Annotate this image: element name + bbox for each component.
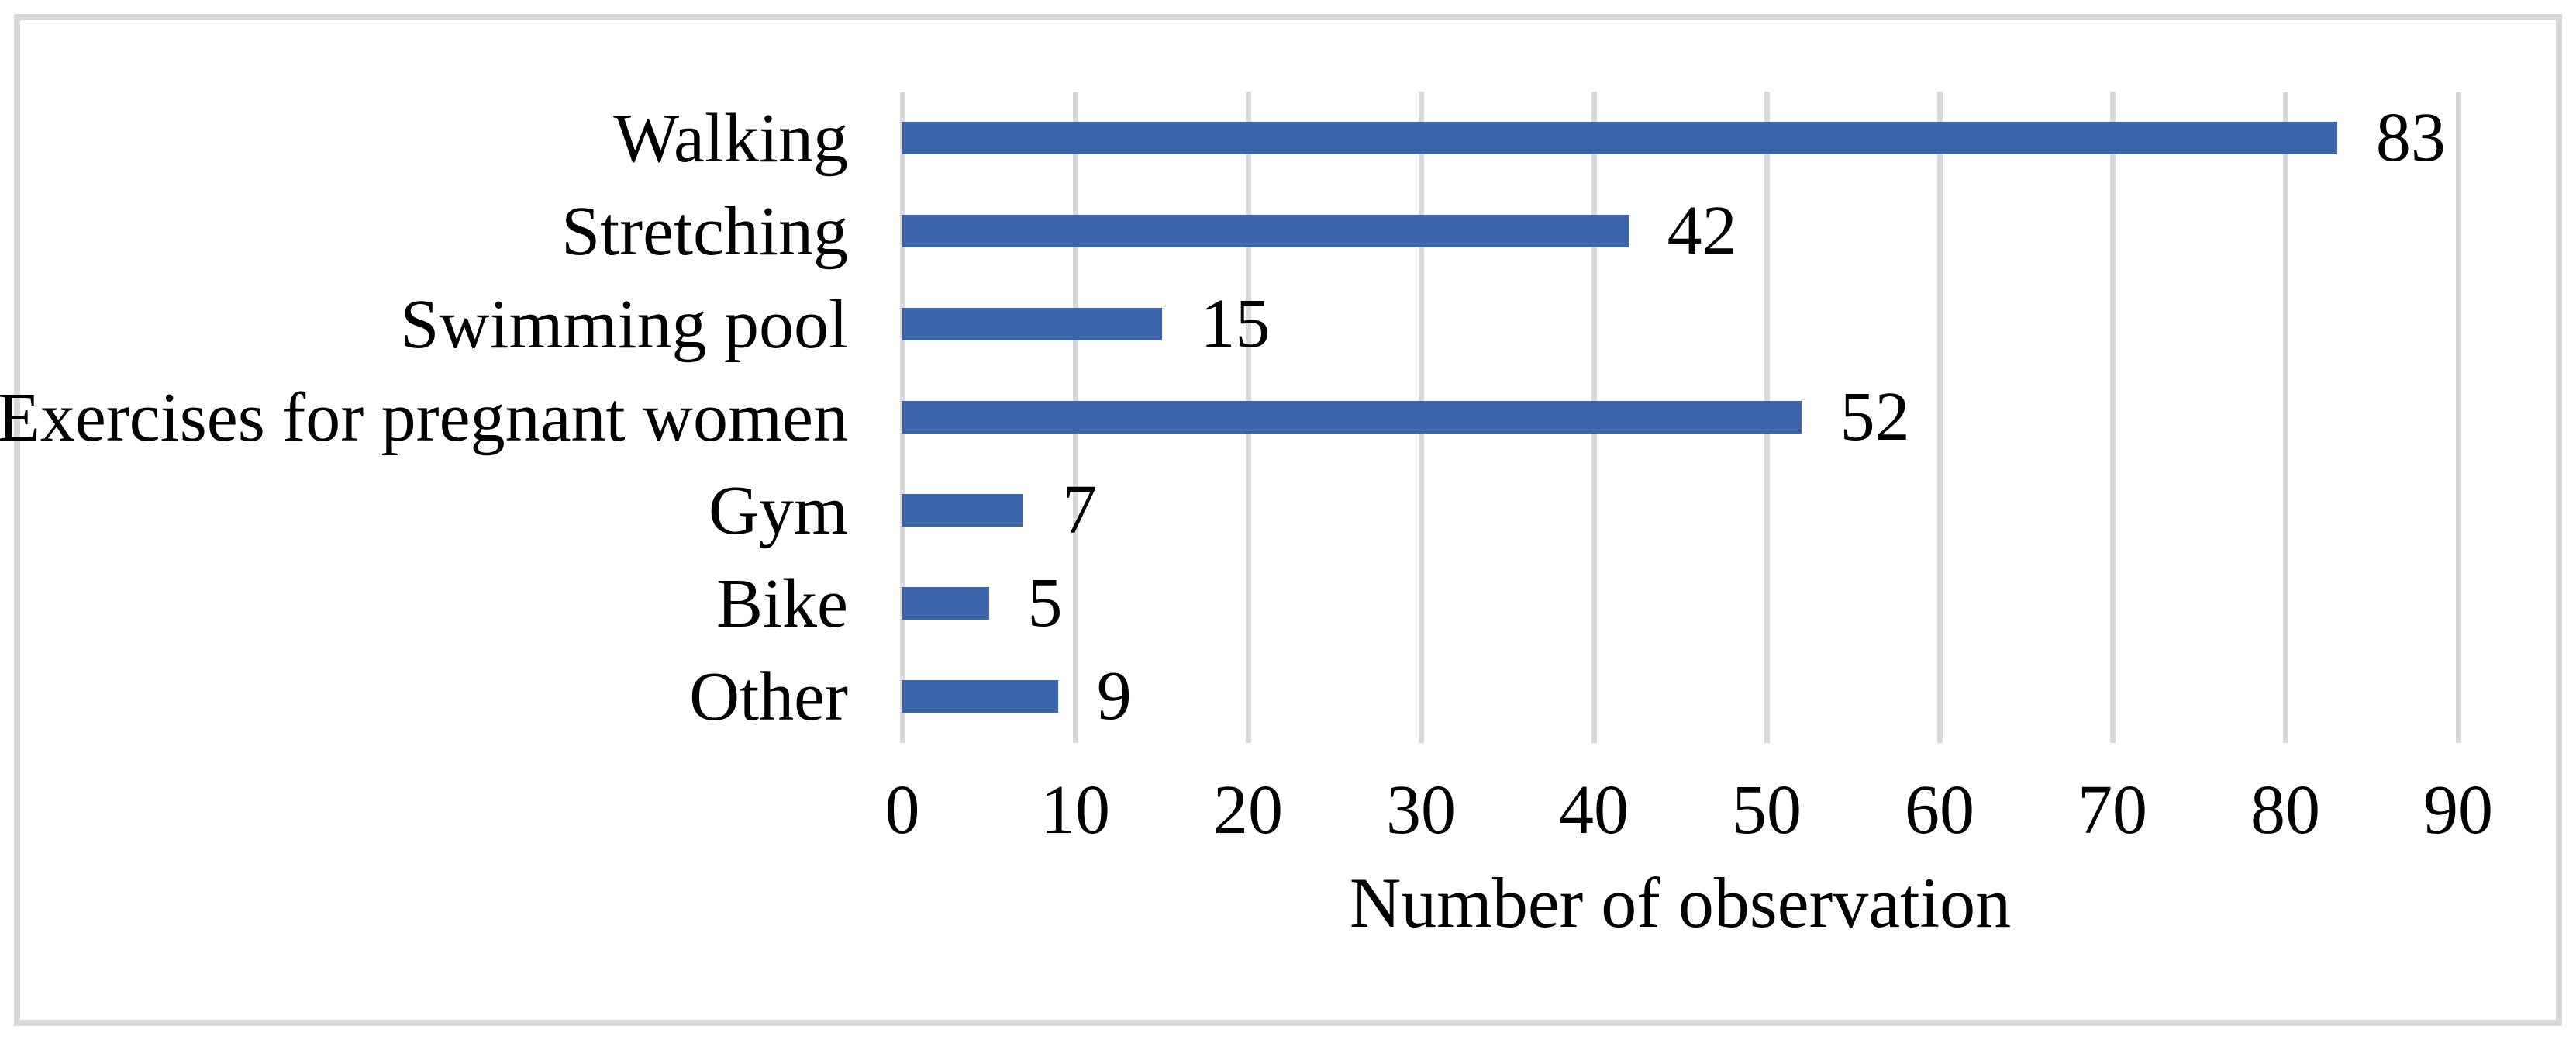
x-tick-label: 90 [2423,772,2493,848]
x-tick-label: 60 [1905,772,1974,848]
bar-walking [902,122,2337,154]
data-label: 42 [1667,192,1737,269]
data-label: 9 [1096,658,1132,734]
bar-row: 9 [902,650,2458,743]
category-label: Stretching [561,192,848,270]
bar-gym [902,494,1024,527]
category-label: Gym [709,472,848,549]
chart-frame-border [14,14,2562,1026]
x-tick-label: 10 [1040,772,1110,848]
gridline [2455,92,2461,743]
bar-stretching [902,215,1629,247]
x-tick-label: 70 [2078,772,2147,848]
data-label: 5 [1027,565,1063,641]
category-axis-labels: Walking Stretching Swimming pool Exercises … [0,92,848,743]
category-label: Bike [716,565,848,642]
bar-row: 7 [902,464,2458,557]
data-label: 52 [1840,378,1910,455]
category-label: Other [689,658,848,735]
category-label: Walking [613,99,848,177]
bar-row: 5 [902,557,2458,650]
bar-bike [902,587,989,620]
bar-row: 52 [902,371,2458,464]
bar-row: 15 [902,278,2458,371]
x-tick-label: 20 [1213,772,1283,848]
x-tick-label: 0 [885,772,920,848]
x-tick-label: 30 [1386,772,1456,848]
data-label: 15 [1200,285,1271,362]
bar-row: 42 [902,185,2458,278]
gridline [2109,92,2116,743]
bar-exercises-for-pregnant-women [902,401,1802,434]
plot-area: 83 42 15 52 7 5 9 [899,92,2461,743]
bar-other [902,680,1058,713]
bar-row: 83 [902,92,2458,185]
data-label: 83 [2375,99,2446,176]
gridline [1936,92,1943,743]
bar-swimming-pool [902,308,1162,340]
x-axis-tick-labels: 0 10 20 30 40 50 60 70 80 90 [885,768,2494,853]
x-tick-label: 40 [1559,772,1629,848]
category-label: Exercises for pregnant women [0,378,848,456]
category-label: Swimming pool [400,285,848,363]
data-label: 7 [1062,472,1098,548]
x-tick-label: 50 [1732,772,1802,848]
x-tick-label: 80 [2250,772,2320,848]
x-axis-title: Number of observation [1349,863,2012,942]
gridline [2282,92,2288,743]
